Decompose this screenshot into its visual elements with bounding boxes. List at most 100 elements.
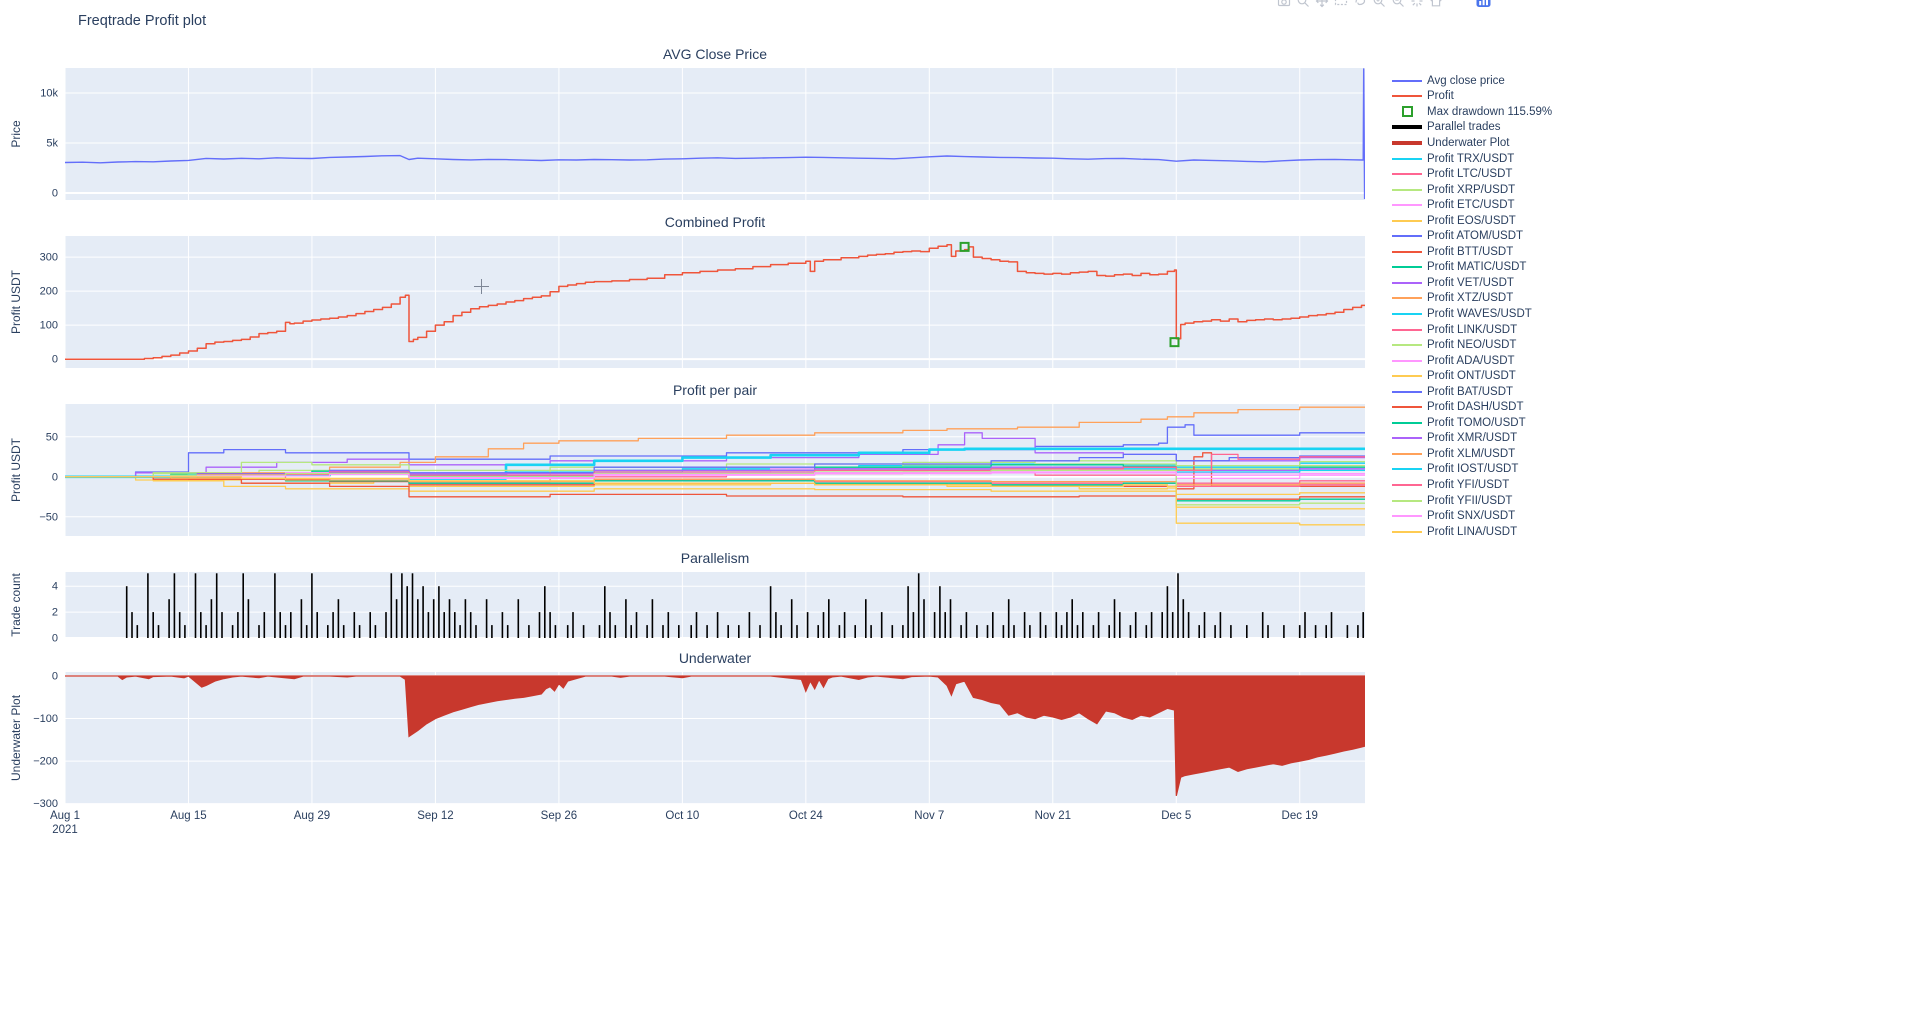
series-parallel-trades bbox=[125, 573, 1364, 638]
legend-label: Profit BTT/USDT bbox=[1427, 245, 1514, 258]
legend-item[interactable]: Profit ETC/USDT bbox=[1392, 197, 1552, 213]
pan-icon[interactable] bbox=[1314, 0, 1330, 10]
legend-line-swatch-icon bbox=[1392, 328, 1422, 331]
legend-label: Profit DASH/USDT bbox=[1427, 401, 1524, 414]
box-select-icon[interactable] bbox=[1333, 0, 1349, 10]
legend-label: Profit TRX/USDT bbox=[1427, 152, 1515, 165]
x-tick-label: Sep 12 bbox=[417, 810, 453, 822]
legend-line-swatch-icon bbox=[1392, 140, 1422, 145]
subplot-combined-profit[interactable]: 0 100 200 300 Combined Profit Profit USDT bbox=[9, 214, 1370, 368]
legend-item[interactable]: Profit XMR/USDT bbox=[1392, 431, 1552, 447]
legend-label: Profit ADA/USDT bbox=[1427, 354, 1515, 367]
legend-item[interactable]: Profit NEO/USDT bbox=[1392, 337, 1552, 353]
subplot-underwater[interactable]: 0 −100 −200 −300 Underwater Underwater Plot bbox=[9, 650, 1370, 810]
series-snx-usdt bbox=[65, 471, 1365, 479]
reset-axes-icon[interactable] bbox=[1428, 0, 1444, 10]
x-axis-labels: Aug 1 2021 Aug 15 Aug 29 Sep 12 Sep 26 Oct 10 O… bbox=[50, 810, 1318, 836]
zoom-out-icon[interactable] bbox=[1390, 0, 1406, 10]
zoom-icon[interactable] bbox=[1295, 0, 1311, 10]
max-drawdown-markers bbox=[959, 241, 1180, 348]
legend-label: Profit ONT/USDT bbox=[1427, 370, 1516, 383]
legend-item[interactable]: Profit YFII/USDT bbox=[1392, 493, 1552, 509]
legend-item[interactable]: Profit TOMO/USDT bbox=[1392, 415, 1552, 431]
legend-item[interactable]: Profit EOS/USDT bbox=[1392, 213, 1552, 229]
y-tick-label: 0 bbox=[52, 354, 58, 366]
legend-label: Profit XLM/USDT bbox=[1427, 447, 1516, 460]
subplot-profit-per-pair[interactable]: −50 0 50 Profit per pair Profit USDT bbox=[9, 382, 1370, 536]
series-yfii-usdt bbox=[65, 469, 1365, 506]
plotly-logo-icon[interactable] bbox=[1475, 0, 1491, 10]
legend-item[interactable]: Parallel trades bbox=[1392, 120, 1552, 136]
legend-line-swatch-icon bbox=[1392, 95, 1422, 98]
legend-item[interactable]: Profit VET/USDT bbox=[1392, 275, 1552, 291]
y-tick-label: 0 bbox=[52, 633, 58, 645]
legend-item[interactable]: Profit TRX/USDT bbox=[1392, 151, 1552, 167]
legend-item[interactable]: Max drawdown 115.59% bbox=[1392, 104, 1552, 120]
download-png-icon[interactable] bbox=[1276, 0, 1292, 10]
legend-item[interactable]: Profit WAVES/USDT bbox=[1392, 306, 1552, 322]
x-tick-label: Oct 24 bbox=[789, 810, 823, 822]
legend-item[interactable]: Avg close price bbox=[1392, 73, 1552, 89]
legend-item[interactable]: Profit BTT/USDT bbox=[1392, 244, 1552, 260]
subplot-bg[interactable] bbox=[65, 572, 1365, 638]
legend-item[interactable]: Profit LINK/USDT bbox=[1392, 322, 1552, 338]
legend-item[interactable]: Profit XRP/USDT bbox=[1392, 182, 1552, 198]
legend-line-swatch-icon bbox=[1392, 188, 1422, 191]
y-tick-label: 5k bbox=[46, 138, 58, 150]
y-tick-label: 200 bbox=[40, 286, 58, 298]
legend-line-swatch-icon bbox=[1392, 483, 1422, 486]
subplot-bg[interactable] bbox=[65, 236, 1365, 368]
zoom-in-icon[interactable] bbox=[1371, 0, 1387, 10]
x-tick-label: Nov 21 bbox=[1035, 810, 1071, 822]
legend-item[interactable]: Underwater Plot bbox=[1392, 135, 1552, 151]
legend-line-swatch-icon bbox=[1392, 297, 1422, 300]
y-tick-label: 0 bbox=[52, 188, 58, 200]
legend-item[interactable]: Profit ONT/USDT bbox=[1392, 368, 1552, 384]
legend-item[interactable]: Profit XTZ/USDT bbox=[1392, 291, 1552, 307]
subplot-bg[interactable] bbox=[65, 68, 1365, 200]
legend-square-marker-icon bbox=[1392, 106, 1422, 118]
lasso-select-icon[interactable] bbox=[1352, 0, 1368, 10]
legend-label: Profit bbox=[1427, 90, 1454, 103]
y-axis-label: Underwater Plot bbox=[9, 694, 23, 781]
legend-line-swatch-icon bbox=[1392, 219, 1422, 222]
legend-item[interactable]: Profit SNX/USDT bbox=[1392, 508, 1552, 524]
legend-item[interactable]: Profit XLM/USDT bbox=[1392, 446, 1552, 462]
x-tick-label: Dec 19 bbox=[1282, 810, 1318, 822]
plotly-modebar bbox=[1276, 0, 1491, 10]
figure-title: Freqtrade Profit plot bbox=[78, 13, 207, 29]
legend-item[interactable]: Profit ADA/USDT bbox=[1392, 353, 1552, 369]
legend-item[interactable]: Profit MATIC/USDT bbox=[1392, 260, 1552, 276]
subplot-title: Profit per pair bbox=[673, 382, 757, 398]
legend-line-swatch-icon bbox=[1392, 452, 1422, 455]
y-tick-label: −50 bbox=[39, 511, 58, 523]
legend-line-swatch-icon bbox=[1392, 344, 1422, 347]
legend-item[interactable]: Profit LINA/USDT bbox=[1392, 524, 1552, 540]
legend-item[interactable]: Profit YFI/USDT bbox=[1392, 477, 1552, 493]
autoscale-icon[interactable] bbox=[1409, 0, 1425, 10]
legend-item[interactable]: Profit DASH/USDT bbox=[1392, 399, 1552, 415]
legend-item[interactable]: Profit IOST/USDT bbox=[1392, 462, 1552, 478]
legend-item[interactable]: Profit LTC/USDT bbox=[1392, 166, 1552, 182]
legend-line-swatch-icon bbox=[1392, 468, 1422, 471]
legend-line-swatch-icon bbox=[1392, 125, 1422, 130]
subplot-avg-close-price[interactable]: 0 5k 10k AVG Close Price Price bbox=[9, 46, 1365, 200]
y-tick-label: −100 bbox=[33, 713, 58, 725]
legend-item[interactable]: Profit ATOM/USDT bbox=[1392, 228, 1552, 244]
legend-label: Profit LTC/USDT bbox=[1427, 168, 1513, 181]
subplot-title: Parallelism bbox=[681, 550, 749, 566]
legend-line-swatch-icon bbox=[1392, 312, 1422, 315]
legend-label: Parallel trades bbox=[1427, 121, 1501, 134]
legend-line-swatch-icon bbox=[1392, 173, 1422, 176]
legend-label: Profit WAVES/USDT bbox=[1427, 307, 1532, 320]
legend-label: Profit LINA/USDT bbox=[1427, 525, 1518, 538]
y-tick-label: 50 bbox=[46, 431, 58, 443]
legend-label: Profit VET/USDT bbox=[1427, 276, 1514, 289]
legend-item[interactable]: Profit BAT/USDT bbox=[1392, 384, 1552, 400]
subplot-parallelism[interactable]: 0 2 4 Parallelism Trade count bbox=[9, 550, 1365, 645]
legend-item[interactable]: Profit bbox=[1392, 89, 1552, 105]
x-tick-label: Dec 5 bbox=[1161, 810, 1191, 822]
legend-line-swatch-icon bbox=[1392, 281, 1422, 284]
